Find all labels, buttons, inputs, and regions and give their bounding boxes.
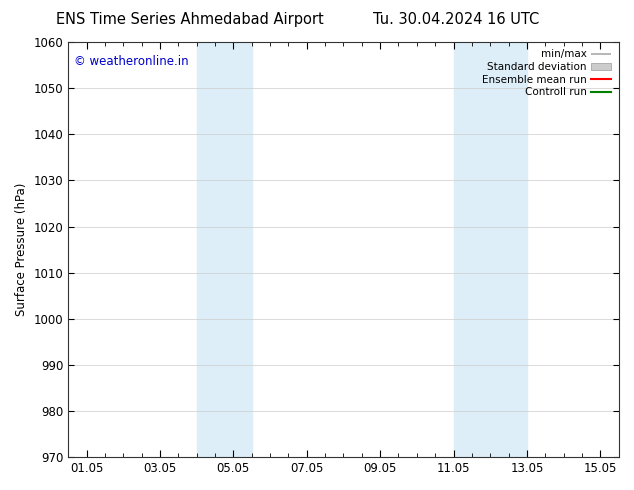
Text: © weatheronline.in: © weatheronline.in	[74, 54, 188, 68]
Text: ENS Time Series Ahmedabad Airport: ENS Time Series Ahmedabad Airport	[56, 12, 324, 27]
Bar	[453, 42, 527, 457]
Legend: min/max, Standard deviation, Ensemble mean run, Controll run: min/max, Standard deviation, Ensemble me…	[479, 47, 614, 99]
Text: Tu. 30.04.2024 16 UTC: Tu. 30.04.2024 16 UTC	[373, 12, 540, 27]
Y-axis label: Surface Pressure (hPa): Surface Pressure (hPa)	[15, 183, 28, 316]
Bar	[197, 42, 252, 457]
